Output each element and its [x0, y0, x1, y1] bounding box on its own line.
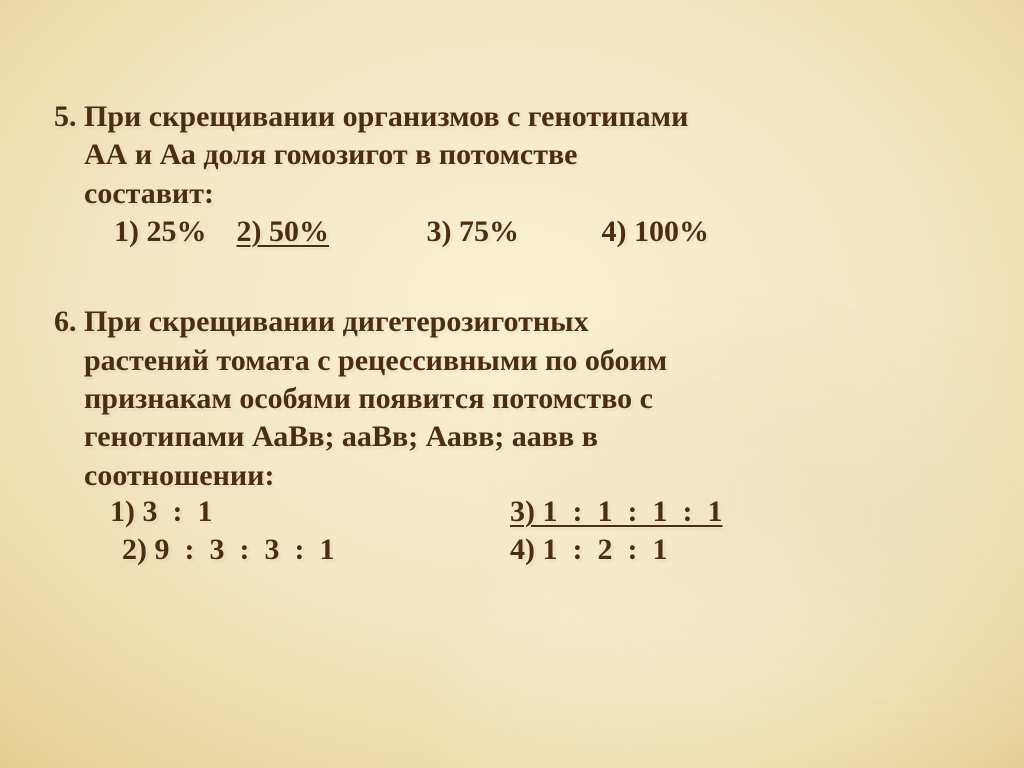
q6-option-1: 1) 3 : 1: [110, 495, 510, 529]
q5-line3: составит:: [54, 175, 976, 213]
gap: [207, 215, 237, 249]
q6-line1: 6. При скрещивании дигетерозиготных: [54, 303, 976, 341]
q5-option-2: 2) 50%: [237, 215, 330, 249]
question-6-options: 1) 3 : 1 3) 1 : 1 : 1 : 1 2) 9 : 3 : 3 :…: [54, 495, 976, 567]
q5-line1: 5. При скрещивании организмов с генотипа…: [54, 98, 976, 136]
q6-line3: признакам особями появится потомство с: [54, 380, 976, 418]
q6-line5: соотношении:: [54, 457, 976, 495]
question-6-text: 6. При скрещивании дигетерозиготных раст…: [54, 303, 976, 495]
q6-option-2: 2) 9 : 3 : 3 : 1: [110, 533, 510, 567]
question-5-options: 1) 25% 2) 50% 3) 75% 4) 100%: [54, 215, 976, 249]
gap: [519, 215, 602, 249]
q5-line2: АА и Аа доля гомозигот в потомстве: [54, 136, 976, 174]
q6-line4: генотипами АаВв; ааВв; Аавв; аавв в: [54, 418, 976, 456]
q5-option-3: 3) 75%: [427, 215, 520, 249]
q5-option-4: 4) 100%: [602, 215, 710, 249]
question-5-text: 5. При скрещивании организмов с генотипа…: [54, 98, 976, 213]
slide-content: 5. При скрещивании организмов с генотипа…: [54, 98, 976, 621]
q5-option-1: 1) 25%: [114, 215, 207, 249]
q6-option-4: 4) 1 : 2 : 1: [510, 533, 976, 567]
question-6: 6. При скрещивании дигетерозиготных раст…: [54, 303, 976, 567]
q6-option-3: 3) 1 : 1 : 1 : 1: [510, 495, 976, 529]
question-5: 5. При скрещивании организмов с генотипа…: [54, 98, 976, 249]
q6-line2: растений томата с рецессивными по обоим: [54, 342, 976, 380]
gap: [329, 215, 427, 249]
